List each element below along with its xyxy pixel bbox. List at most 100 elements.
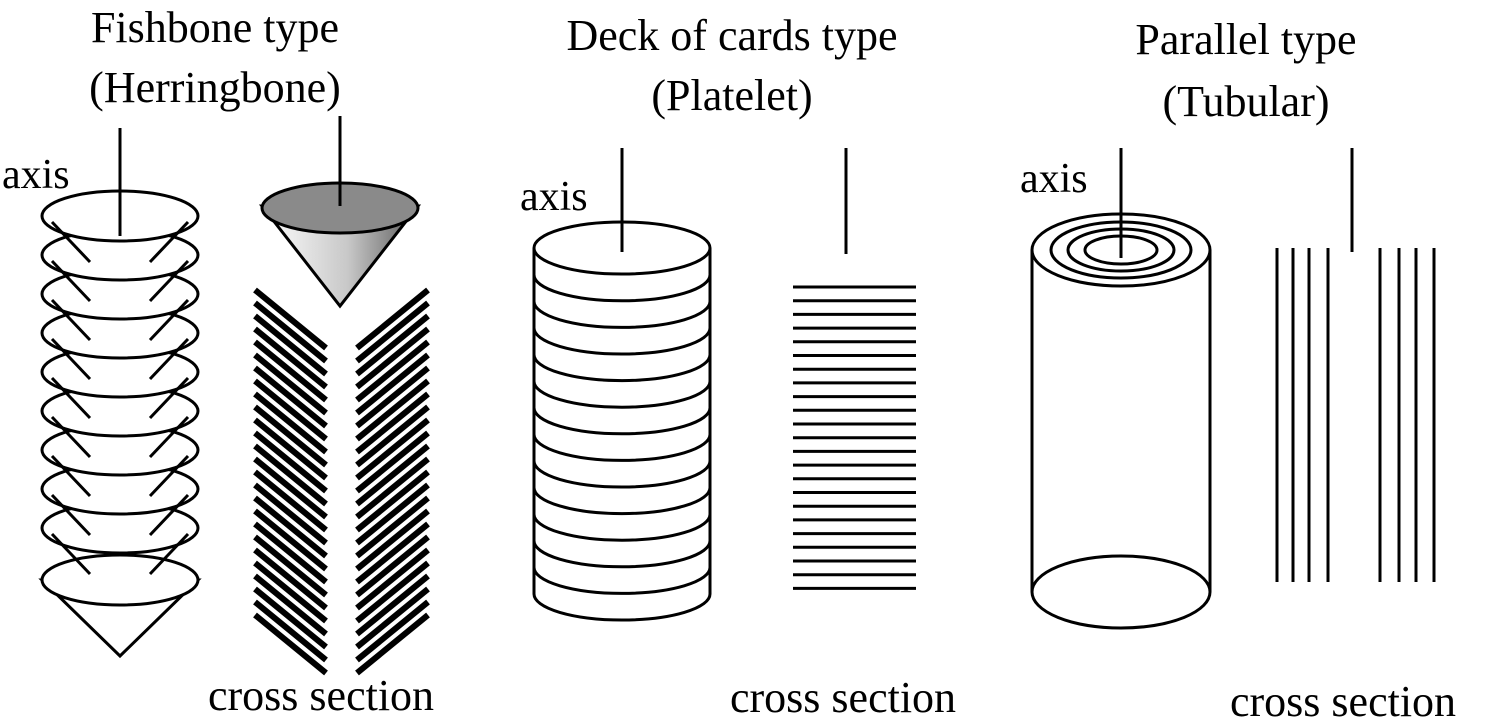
fishbone-cone-edge [50, 337, 92, 381]
tubular-panel [1030, 148, 1436, 630]
fishbone-hatch-line [355, 443, 430, 507]
fishbone-cone-edge [50, 454, 92, 498]
fishbone-hatch-line [253, 560, 328, 624]
fishbone-hatch-line [253, 287, 328, 351]
platelet-disc-edge [532, 354, 712, 383]
fishbone-hatch-line [355, 300, 430, 364]
fishbone-hatch-line [253, 378, 328, 442]
fishbone-hatch-line [253, 391, 328, 455]
fishbone-hatch-line [355, 456, 430, 520]
fishbone-hatch-line [253, 495, 328, 559]
fishbone-cone-edge [148, 259, 190, 303]
fishbone-hatch-line [355, 391, 430, 455]
fishbone-hatch-line [253, 443, 328, 507]
fishbone-cone-edge [148, 376, 190, 420]
platelet-axis-label: axis [520, 174, 588, 220]
fishbone-hatch-line [355, 560, 430, 624]
platelet-disc-edge [532, 540, 712, 569]
tubular-subtitle: (Tubular) [1162, 77, 1330, 126]
fishbone-hatch-line [355, 495, 430, 559]
fishbone-cone-edge [50, 532, 92, 576]
platelet-cross-section-lines [793, 285, 916, 590]
fishbone-cone-edge [50, 415, 92, 459]
fishbone-hatch-line [355, 417, 430, 481]
fishbone-hatch-line [355, 482, 430, 546]
fishbone-hatch-line [253, 508, 328, 572]
fishbone-hatch-line [253, 300, 328, 364]
platelet-panel [532, 148, 916, 622]
fishbone-hatch-line [355, 404, 430, 468]
platelet-disc-edge [532, 327, 712, 356]
fishbone-hatch-line [355, 534, 430, 598]
platelet-subtitle: (Platelet) [651, 71, 813, 120]
fishbone-cross-section-hatch [253, 287, 430, 676]
fishbone-hatch-line [253, 534, 328, 598]
tubular-cross-section-label: cross section [1230, 677, 1457, 726]
fishbone-hatch-line [253, 469, 328, 533]
fishbone-hatch-line [355, 365, 430, 429]
fishbone-hatch-line [253, 482, 328, 546]
fishbone-cone-edge [50, 298, 92, 342]
tubular-cylinder [1030, 212, 1212, 630]
fishbone-cone-edge [50, 376, 92, 420]
platelet-disc-edge [532, 593, 712, 622]
fishbone-cone-edge [148, 415, 190, 459]
platelet-disc-edge [532, 460, 712, 489]
fishbone-hatch-line [355, 326, 430, 390]
fishbone-hatch-line [355, 508, 430, 572]
fishbone-hatch-line [355, 612, 430, 676]
fishbone-hatch-line [355, 469, 430, 533]
fishbone-cone-edge [148, 454, 190, 498]
platelet-disc-edge [532, 381, 712, 409]
fishbone-hatch-line [253, 404, 328, 468]
fishbone-hatch-line [253, 612, 328, 676]
fishbone-hatch-line [355, 352, 430, 416]
fishbone-hatch-line [253, 326, 328, 390]
fishbone-cone-edge [148, 493, 190, 537]
fishbone-panel [38, 116, 430, 676]
fishbone-hatch-line [253, 352, 328, 416]
tubular-axis-label: axis [1020, 156, 1088, 202]
fishbone-hatch-line [355, 521, 430, 585]
fishbone-hatch-line [355, 573, 430, 637]
tubular-title: Parallel type [1135, 15, 1357, 64]
tubular-cross-section-lines [1275, 248, 1436, 582]
platelet-disc-edge [532, 487, 712, 516]
fishbone-hatch-line [355, 599, 430, 663]
fishbone-hatch-line [355, 586, 430, 650]
platelet-disc-edge [532, 434, 712, 462]
platelet-disc-edge [532, 301, 712, 329]
fishbone-hatch-line [253, 339, 328, 403]
fishbone-axis-label: axis [2, 152, 70, 198]
platelet-disc-edge [532, 274, 712, 303]
fishbone-hatch-line [355, 430, 430, 494]
fishbone-hatch-line [253, 313, 328, 377]
fishbone-hatch-line [253, 599, 328, 663]
fishbone-cone-edge [50, 259, 92, 303]
fishbone-hatch-line [355, 547, 430, 611]
platelet-disc-edge [532, 567, 712, 595]
fishbone-cone-rim [40, 553, 200, 607]
fishbone-title: Fishbone type [90, 3, 340, 52]
platelet-disc-edge [532, 514, 712, 542]
fishbone-hatch-line [253, 430, 328, 494]
fishbone-cone-edge [148, 532, 190, 576]
platelet-cross-section-label: cross section [730, 673, 957, 722]
fishbone-hatch-line [355, 287, 430, 351]
fishbone-cone-edge [50, 220, 92, 264]
platelet-title: Deck of cards type [566, 11, 898, 60]
fishbone-cone-edge [148, 337, 190, 381]
fishbone-cone-edge [50, 493, 92, 537]
fishbone-cone-edge [148, 220, 190, 264]
fishbone-hatch-line [253, 573, 328, 637]
fishbone-hatch-line [355, 313, 430, 377]
fishbone-cone-stack [38, 189, 202, 659]
platelet-disc-stack [532, 220, 712, 622]
fishbone-hatch-line [253, 547, 328, 611]
fishbone-hatch-line [355, 378, 430, 442]
fishbone-hatch-line [253, 521, 328, 585]
fishbone-hatch-line [253, 365, 328, 429]
fishbone-hatch-line [355, 339, 430, 403]
fishbone-hatch-line [253, 586, 328, 650]
